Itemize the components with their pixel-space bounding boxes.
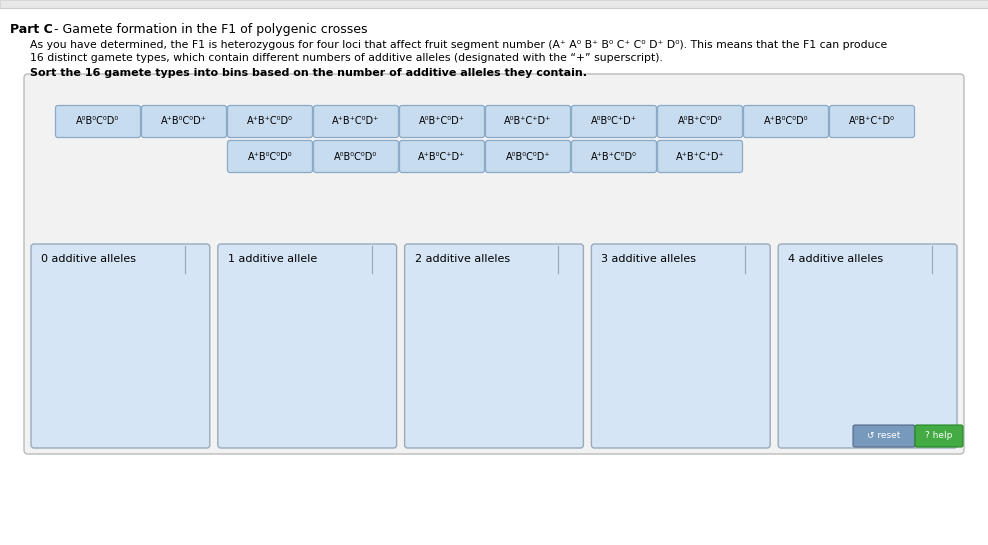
FancyBboxPatch shape bbox=[313, 106, 398, 137]
FancyBboxPatch shape bbox=[227, 141, 312, 173]
FancyBboxPatch shape bbox=[399, 141, 484, 173]
FancyBboxPatch shape bbox=[55, 106, 140, 137]
Text: ↺ reset: ↺ reset bbox=[867, 432, 901, 440]
FancyBboxPatch shape bbox=[657, 106, 743, 137]
Text: 0 additive alleles: 0 additive alleles bbox=[41, 254, 136, 264]
Text: 16 distinct gamete types, which contain different numbers of additive alleles (d: 16 distinct gamete types, which contain … bbox=[30, 53, 663, 63]
Text: 4 additive alleles: 4 additive alleles bbox=[788, 254, 883, 264]
FancyBboxPatch shape bbox=[657, 141, 743, 173]
FancyBboxPatch shape bbox=[405, 244, 583, 448]
Text: A⁺B⁺C⁰D⁰: A⁺B⁺C⁰D⁰ bbox=[247, 117, 293, 126]
FancyBboxPatch shape bbox=[571, 106, 656, 137]
FancyBboxPatch shape bbox=[744, 106, 829, 137]
Text: A⁰B⁰C⁰D⁰: A⁰B⁰C⁰D⁰ bbox=[334, 152, 377, 161]
FancyBboxPatch shape bbox=[592, 244, 771, 448]
Text: Part C: Part C bbox=[10, 23, 52, 36]
FancyBboxPatch shape bbox=[830, 106, 915, 137]
FancyBboxPatch shape bbox=[779, 244, 957, 448]
FancyBboxPatch shape bbox=[915, 425, 963, 447]
Text: A⁺B⁺C⁰D⁺: A⁺B⁺C⁰D⁺ bbox=[332, 117, 379, 126]
Text: A⁰B⁺C⁺D⁰: A⁰B⁺C⁺D⁰ bbox=[849, 117, 895, 126]
Text: ? help: ? help bbox=[926, 432, 952, 440]
Text: A⁰B⁰C⁰D⁰: A⁰B⁰C⁰D⁰ bbox=[76, 117, 120, 126]
FancyBboxPatch shape bbox=[24, 74, 964, 454]
Text: As you have determined, the F1 is heterozygous for four loci that affect fruit s: As you have determined, the F1 is hetero… bbox=[30, 40, 887, 50]
Text: Sort the 16 gamete types into bins based on the number of additive alleles they : Sort the 16 gamete types into bins based… bbox=[30, 68, 587, 78]
Text: A⁰B⁺C⁰D⁰: A⁰B⁺C⁰D⁰ bbox=[678, 117, 722, 126]
Text: 1 additive allele: 1 additive allele bbox=[228, 254, 317, 264]
Text: A⁺B⁺C⁰D⁰: A⁺B⁺C⁰D⁰ bbox=[591, 152, 637, 161]
Text: A⁰B⁰C⁰D⁺: A⁰B⁰C⁰D⁺ bbox=[506, 152, 550, 161]
FancyBboxPatch shape bbox=[571, 141, 656, 173]
Text: A⁺B⁰C⁰D⁰: A⁺B⁰C⁰D⁰ bbox=[764, 117, 808, 126]
FancyBboxPatch shape bbox=[141, 106, 226, 137]
FancyBboxPatch shape bbox=[0, 0, 988, 8]
Text: A⁺B⁺C⁺D⁺: A⁺B⁺C⁺D⁺ bbox=[676, 152, 724, 161]
Text: A⁰B⁺C⁰D⁺: A⁰B⁺C⁰D⁺ bbox=[419, 117, 465, 126]
FancyBboxPatch shape bbox=[485, 106, 570, 137]
FancyBboxPatch shape bbox=[485, 141, 570, 173]
FancyBboxPatch shape bbox=[31, 244, 209, 448]
FancyBboxPatch shape bbox=[313, 141, 398, 173]
Text: A⁺B⁰C⁰D⁰: A⁺B⁰C⁰D⁰ bbox=[248, 152, 292, 161]
Text: 3 additive alleles: 3 additive alleles bbox=[602, 254, 697, 264]
FancyBboxPatch shape bbox=[853, 425, 915, 447]
Text: A⁺B⁰C⁰D⁺: A⁺B⁰C⁰D⁺ bbox=[161, 117, 207, 126]
Text: 2 additive alleles: 2 additive alleles bbox=[415, 254, 510, 264]
FancyBboxPatch shape bbox=[399, 106, 484, 137]
FancyBboxPatch shape bbox=[217, 244, 396, 448]
Text: A⁰B⁰C⁺D⁺: A⁰B⁰C⁺D⁺ bbox=[591, 117, 637, 126]
Text: A⁺B⁰C⁺D⁺: A⁺B⁰C⁺D⁺ bbox=[418, 152, 465, 161]
FancyBboxPatch shape bbox=[227, 106, 312, 137]
Text: - Gamete formation in the F1 of polygenic crosses: - Gamete formation in the F1 of polygeni… bbox=[54, 23, 368, 36]
Text: A⁰B⁺C⁺D⁺: A⁰B⁺C⁺D⁺ bbox=[504, 117, 551, 126]
